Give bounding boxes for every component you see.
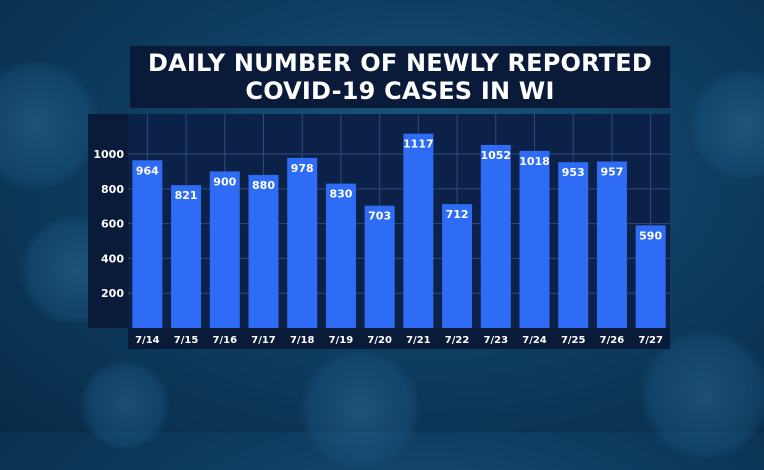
x-tick-label: 7/18 [290, 335, 315, 346]
bar-chart: 200 400 600 800 1000 964 821 900 880 978 830 703 111… [93, 114, 670, 346]
bar-value-label: 590 [639, 229, 662, 242]
bar [596, 161, 627, 328]
x-tick-label: 7/17 [251, 335, 276, 346]
x-tick-label: 7/25 [561, 335, 586, 346]
x-tick-label: 7/20 [367, 335, 392, 346]
bar-value-label: 712 [446, 208, 469, 221]
chart-title-line-1: DAILY NUMBER OF NEWLY REPORTED [147, 49, 653, 77]
x-tick-label: 7/14 [135, 335, 160, 346]
x-tick-label: 7/23 [484, 335, 509, 346]
chart-title-line-2: COVID-19 CASES IN WI [245, 77, 555, 105]
bar [325, 183, 356, 328]
bar-value-label: 821 [175, 189, 198, 202]
chart-title-banner: DAILY NUMBER OF NEWLY REPORTED COVID-19 … [130, 46, 670, 108]
y-tick-label: 1000 [93, 148, 124, 161]
bar-value-label: 900 [213, 175, 236, 188]
bar-value-label: 964 [136, 164, 159, 177]
x-tick-label: 7/21 [406, 335, 431, 346]
x-tick-label: 7/27 [638, 335, 663, 346]
bar [558, 162, 589, 328]
bar [171, 185, 202, 328]
bar [480, 144, 511, 328]
bar-value-label: 880 [252, 179, 275, 192]
x-tick-label: 7/19 [329, 335, 354, 346]
bar-value-label: 957 [600, 165, 623, 178]
bar-value-label: 830 [329, 188, 352, 201]
bar-value-label: 978 [291, 162, 314, 175]
y-tick-label: 400 [101, 252, 124, 265]
x-tick-label: 7/22 [445, 335, 470, 346]
bar [519, 150, 550, 328]
virus-background-decoration [0, 60, 100, 190]
y-axis-panel [88, 114, 128, 328]
y-tick-label: 800 [101, 183, 124, 196]
bar [209, 171, 240, 328]
bar [132, 160, 163, 328]
bar-value-label: 703 [368, 210, 391, 223]
x-tick-label: 7/16 [213, 335, 238, 346]
y-tick-label: 200 [101, 287, 124, 300]
y-tick-label: 600 [101, 218, 124, 231]
bar [364, 205, 395, 328]
bar [403, 133, 434, 328]
x-tick-label: 7/15 [174, 335, 199, 346]
bar [635, 225, 666, 328]
bar [442, 204, 473, 328]
bar-value-label: 1052 [480, 149, 511, 162]
x-tick-label: 7/24 [522, 335, 547, 346]
bar-value-label: 1018 [519, 155, 550, 168]
bar [287, 157, 318, 328]
bar-value-label: 953 [562, 166, 585, 179]
x-tick-label: 7/26 [600, 335, 625, 346]
x-axis-panel [128, 328, 670, 349]
bar-value-label: 1117 [403, 138, 434, 151]
bar [248, 174, 279, 328]
